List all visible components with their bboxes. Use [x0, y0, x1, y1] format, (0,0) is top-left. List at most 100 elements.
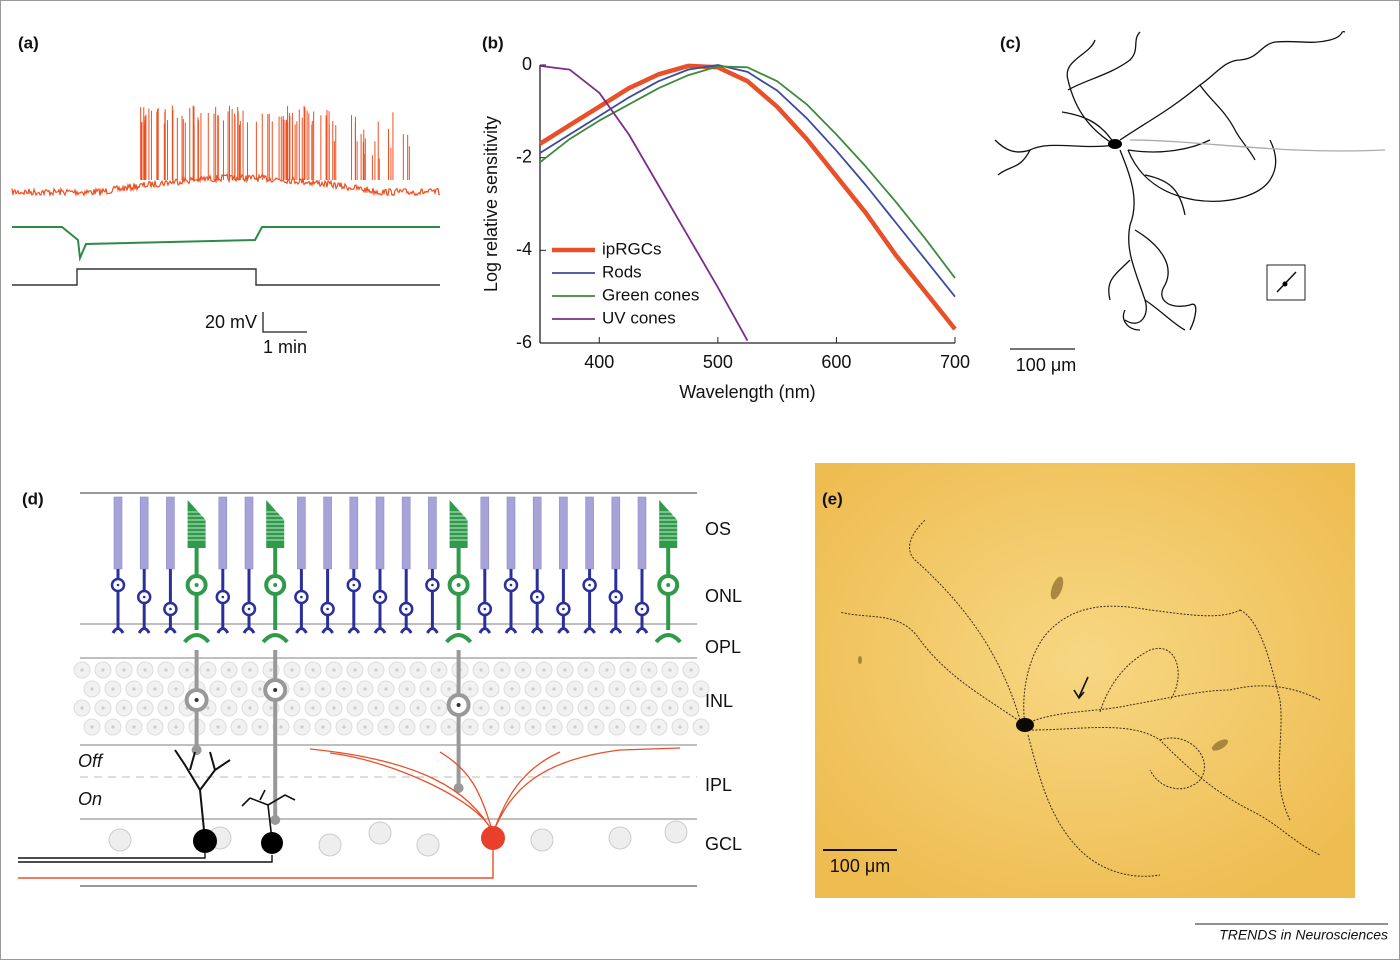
axon: [18, 852, 273, 863]
debris: [1211, 739, 1229, 751]
inl-nucleus: [164, 706, 168, 710]
inl-nucleus: [605, 706, 609, 710]
panel-a: 20 mV 1 min: [11, 105, 441, 357]
inl-nucleus: [552, 687, 556, 691]
gcl-cell: [608, 826, 632, 850]
inl-nucleus: [300, 725, 304, 729]
legend-label: Rods: [602, 262, 642, 281]
panel-c: 100 μm: [994, 30, 1386, 375]
inl-nucleus: [384, 687, 388, 691]
inl-nucleus: [384, 725, 388, 729]
rod-outer: [585, 496, 594, 570]
rod-body: [164, 569, 177, 634]
panel-label: (b): [482, 33, 504, 52]
inl-nucleus: [594, 687, 598, 691]
dot: [431, 583, 434, 587]
inl-nucleus: [405, 725, 409, 729]
cone-body: [261, 548, 289, 644]
inset-soma: [1282, 281, 1288, 287]
inl-nucleus: [584, 706, 588, 710]
rod-body: [426, 569, 439, 634]
ipRGC: [481, 826, 505, 850]
scale-label: 100 μm: [830, 856, 890, 876]
inl-nucleus: [342, 725, 346, 729]
x-tick-label: 400: [584, 352, 614, 372]
dot: [378, 595, 382, 599]
inl-nucleus: [174, 687, 178, 691]
y-tick-label: -4: [516, 239, 532, 259]
dendrite: [1108, 259, 1186, 331]
rod-body: [111, 569, 125, 634]
inl-nucleus: [248, 706, 252, 710]
inl-nucleus: [111, 687, 115, 691]
dot: [483, 607, 487, 611]
gcl-cell: [318, 833, 342, 857]
inl-nucleus: [395, 706, 399, 710]
dendrite: [994, 139, 1116, 176]
rod-body: [373, 569, 387, 634]
dot: [326, 607, 329, 611]
layer-label: OS: [705, 519, 731, 539]
arrow: [1073, 676, 1089, 700]
inl-nucleus: [279, 725, 283, 729]
dendrite: [1122, 309, 1141, 331]
dendrite: [174, 749, 231, 841]
panel-d: OS ONL OPL INL IPL GCL Off On: [18, 492, 742, 887]
rod-body: [530, 569, 544, 634]
inl-nucleus: [636, 687, 640, 691]
inl-nucleus: [258, 725, 262, 729]
inl-nucleus: [542, 668, 546, 672]
rod-body: [583, 569, 596, 634]
layer-label: OPL: [705, 637, 741, 657]
inl-nucleus: [500, 706, 504, 710]
panel-label: (c): [1000, 33, 1021, 52]
inl-nucleus: [615, 687, 619, 691]
inl-nucleus: [174, 725, 178, 729]
inl-nucleus: [227, 706, 231, 710]
sublayer-label: On: [78, 789, 102, 809]
stimulus-trace: [12, 268, 440, 286]
dot: [640, 607, 644, 611]
inl-nucleus: [342, 687, 346, 691]
scale-bar: [262, 312, 307, 333]
layer-label: IPL: [705, 775, 732, 795]
dot: [456, 583, 461, 587]
inl-nucleus: [248, 668, 252, 672]
rod-outer: [323, 496, 332, 570]
dendrite: [1127, 139, 1211, 216]
rod-body: [478, 569, 492, 634]
inl-nucleus: [90, 687, 94, 691]
dot: [509, 583, 513, 587]
inl-nucleus: [510, 725, 514, 729]
dot: [535, 595, 539, 599]
inl-nucleus: [573, 687, 577, 691]
rod-outer: [611, 496, 621, 570]
axon: [18, 850, 494, 879]
gcl-cell: [108, 828, 132, 852]
x-tick-label: 600: [821, 352, 851, 372]
inl-nucleus: [689, 668, 693, 672]
dot: [273, 583, 278, 587]
on-ganglion: [261, 832, 283, 854]
rod-body: [321, 569, 334, 634]
terminal: [270, 815, 281, 825]
inl-nucleus: [668, 706, 672, 710]
inl-nucleus: [573, 725, 577, 729]
dot: [404, 607, 408, 611]
inl-nucleus: [657, 687, 661, 691]
inl-nucleus: [699, 725, 703, 729]
panel-label: (d): [22, 489, 44, 508]
rod-outer: [166, 496, 175, 570]
inl-nucleus: [416, 706, 420, 710]
fiber: [839, 611, 1026, 726]
x-tick-label: 500: [703, 352, 733, 372]
inl-nucleus: [153, 687, 157, 691]
dot: [588, 583, 591, 587]
inl-nucleus: [426, 725, 430, 729]
inl-nucleus: [426, 687, 430, 691]
inl-nucleus: [216, 687, 220, 691]
soma: [1108, 139, 1122, 149]
inl-nucleus: [311, 706, 315, 710]
inl-nucleus: [678, 687, 682, 691]
inl-nucleus: [101, 706, 105, 710]
